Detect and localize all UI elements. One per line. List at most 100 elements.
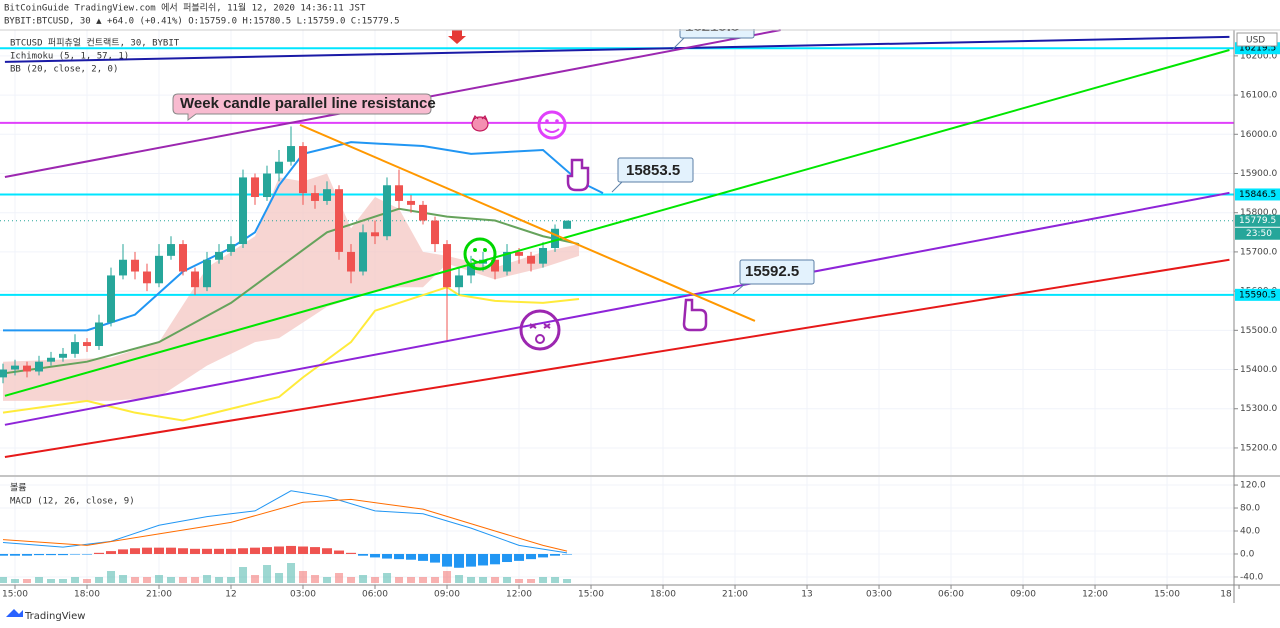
eye <box>545 119 549 123</box>
volume-bar <box>431 577 440 583</box>
y-tick-label: 16000.0 <box>1240 130 1277 140</box>
x-tick-label: 18:00 <box>74 590 100 600</box>
macd-histogram-bar <box>58 553 69 556</box>
volume-bar <box>563 579 572 583</box>
y-tick-label: 16200.0 <box>1240 51 1277 61</box>
y-tick-label: 16100.0 <box>1240 91 1277 101</box>
annotations: Week candle parallel line resistance 158… <box>172 13 815 295</box>
legend-entry: BB (20, close, 2, 0) <box>10 65 118 75</box>
candle-body <box>251 177 260 198</box>
candle-body <box>503 251 512 272</box>
y-tick-label: 80.0 <box>1240 504 1260 514</box>
volume-bar <box>11 579 20 583</box>
y-tick-label: 15500.0 <box>1240 326 1277 336</box>
callout-box <box>617 157 694 183</box>
candle-body <box>287 146 296 162</box>
candle-body <box>515 251 524 256</box>
volume-bar <box>527 579 536 583</box>
x-tick-label: 12 <box>225 590 236 600</box>
macd-histogram-bar <box>106 551 117 554</box>
macd-histogram-bar <box>286 545 297 554</box>
volume-bar <box>383 573 392 583</box>
volume-bar <box>263 565 272 583</box>
macd-histogram-bar <box>262 547 273 554</box>
volume-bar <box>515 579 524 583</box>
volume-bar <box>71 577 80 583</box>
x-tick-label: 03:00 <box>290 590 316 600</box>
x-tick-label: 09:00 <box>434 590 460 600</box>
decorations <box>448 30 708 351</box>
macd-histogram-bar <box>502 553 513 563</box>
currency-box <box>1236 32 1278 47</box>
x-tick-label: 15:00 <box>578 590 604 600</box>
macd-histogram-bar <box>346 552 357 554</box>
candle-body <box>0 369 8 378</box>
macd-histogram-bar <box>514 553 525 561</box>
macd-histogram-bar <box>10 553 21 556</box>
signal-line <box>2 498 568 552</box>
macd-histogram-bar <box>562 553 573 555</box>
macd-histogram-bar <box>550 553 561 556</box>
x-tick-label: 15:00 <box>2 590 28 600</box>
candle-body <box>179 244 188 272</box>
volume-bar <box>299 571 308 583</box>
volume-bar <box>503 577 512 583</box>
y-tick-label: 15800.0 <box>1240 208 1277 218</box>
macd-histogram-bar <box>22 553 33 556</box>
macd-histogram-bar <box>466 553 477 567</box>
candle-body <box>47 357 56 362</box>
x-tick-label: 03:00 <box>866 590 892 600</box>
volume-bar <box>371 577 380 583</box>
countdown-bg <box>1235 227 1280 240</box>
macd-histogram-bar <box>310 547 321 554</box>
candle-body <box>71 342 80 354</box>
volume-bar <box>191 577 200 583</box>
macd-histogram-bar <box>142 547 153 554</box>
candle-body <box>551 228 560 248</box>
price-tag <box>1235 188 1280 201</box>
header-bg <box>0 0 1280 29</box>
header-line: BYBIT:BTCUSD, 30 ▲ +64.0 (+0.41%) O:1575… <box>4 17 400 27</box>
trend-line <box>4 191 1230 426</box>
candle-body <box>359 232 368 272</box>
candle-body <box>239 177 248 245</box>
candle-body <box>59 353 68 358</box>
candle-body <box>155 255 164 284</box>
candle-body <box>323 189 332 201</box>
eye <box>473 248 477 252</box>
x-tick-label: 15:00 <box>1154 590 1180 600</box>
candle-body <box>431 220 440 245</box>
x-tick-label: 13 <box>801 590 812 600</box>
legend-entry: BTCUSD 퍼피츄얼 컨트랙트, 30, BYBIT <box>10 38 180 49</box>
volume-bar <box>0 577 8 583</box>
macd-histogram-bar <box>154 547 165 554</box>
macd-histogram-bar <box>490 553 501 565</box>
candle-body <box>395 185 404 201</box>
candle-body <box>263 173 272 198</box>
candle-body <box>95 322 104 347</box>
volume-bar <box>47 579 56 583</box>
macd-histogram-bar <box>202 548 213 554</box>
volume-bar <box>167 577 176 583</box>
volume-bar <box>239 567 248 583</box>
macd-histogram-bar <box>178 548 189 554</box>
volume-bar <box>395 577 404 583</box>
x-tick-label: 12:00 <box>1082 590 1108 600</box>
pane-title: 볼륨 <box>10 483 27 494</box>
volume-bar <box>215 577 224 583</box>
macd-histogram-bar <box>70 553 81 555</box>
macd-histogram-bar <box>418 553 429 561</box>
macd-histogram-bar <box>190 548 201 554</box>
macd-histogram-bar <box>358 553 369 556</box>
volume-bar <box>479 577 488 583</box>
y-tick-label: 15700.0 <box>1240 247 1277 257</box>
macd-histogram-bar <box>238 548 249 554</box>
macd-histogram-bar <box>334 550 345 554</box>
volume-bar <box>227 577 236 583</box>
candle-body <box>215 251 224 260</box>
annotation: 15592.5 <box>745 263 799 280</box>
trend-line <box>4 35 1230 63</box>
volume-bar <box>407 577 416 583</box>
candle-body <box>35 361 44 372</box>
y-tick-label: 15200.0 <box>1240 443 1277 453</box>
